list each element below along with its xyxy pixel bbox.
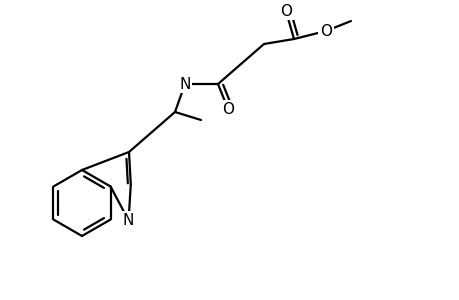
Text: O: O <box>222 101 234 116</box>
Text: O: O <box>280 4 291 19</box>
Text: N: N <box>123 213 134 228</box>
Text: N: N <box>179 76 190 92</box>
Text: O: O <box>319 23 331 38</box>
